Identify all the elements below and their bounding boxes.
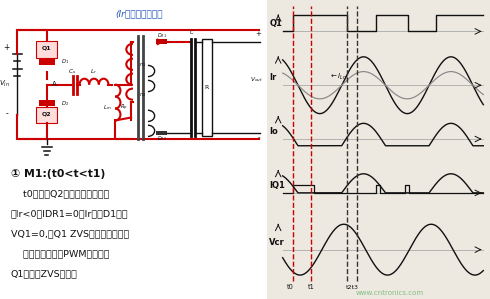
Bar — [202, 39, 212, 136]
Text: -: - — [5, 109, 8, 118]
Text: A: A — [52, 81, 57, 87]
Text: Ir: Ir — [270, 73, 276, 82]
Text: IQ1: IQ1 — [270, 181, 285, 190]
Text: t0时刻，Q2恰好关断，谐振电: t0时刻，Q2恰好关断，谐振电 — [11, 189, 109, 198]
Text: t2t3: t2t3 — [346, 285, 359, 289]
Text: Io: Io — [270, 127, 278, 136]
Bar — [156, 39, 167, 44]
Text: $D_{R2}$: $D_{R2}$ — [157, 134, 167, 143]
Text: Q1上使其ZVS开通。: Q1上使其ZVS开通。 — [11, 269, 77, 278]
Text: $D_1$: $D_1$ — [61, 57, 70, 66]
Bar — [39, 100, 55, 106]
Text: 在这个过程中，PWM信号加在: 在这个过程中，PWM信号加在 — [11, 249, 109, 258]
Text: $C_s$: $C_s$ — [68, 67, 76, 76]
Text: $D_2$: $D_2$ — [61, 99, 70, 108]
Bar — [156, 131, 167, 135]
Text: $V_{in}$: $V_{in}$ — [0, 79, 10, 89]
Text: $n_1$: $n_1$ — [139, 62, 147, 69]
Text: t0: t0 — [287, 283, 294, 289]
Text: $L_r$: $L_r$ — [91, 67, 98, 76]
Text: Vcr: Vcr — [270, 238, 285, 247]
Text: VQ1=0,为Q1 ZVS开通创造条件。: VQ1=0,为Q1 ZVS开通创造条件。 — [11, 229, 129, 238]
Bar — [39, 59, 55, 65]
Text: (Ir从左向右为正）: (Ir从左向右为正） — [115, 9, 163, 18]
Text: -: - — [257, 134, 260, 140]
Text: $\leftarrow I_{Lm}$: $\leftarrow I_{Lm}$ — [329, 72, 349, 82]
Text: $R_p$: $R_p$ — [120, 103, 128, 113]
Text: 流Ir<0，IDR1=0。Ir流经D1，使: 流Ir<0，IDR1=0。Ir流经D1，使 — [11, 209, 128, 218]
Text: $D_{R1}$: $D_{R1}$ — [157, 31, 167, 40]
Text: Q2: Q2 — [42, 111, 51, 116]
Text: ① M1:(t0<t<t1): ① M1:(t0<t<t1) — [11, 169, 105, 179]
Text: +: + — [3, 43, 10, 52]
Text: www.cntronics.com: www.cntronics.com — [356, 290, 424, 296]
Text: Q1: Q1 — [270, 19, 282, 28]
Text: $C$: $C$ — [189, 28, 195, 36]
Bar — [36, 107, 57, 123]
Text: t1: t1 — [308, 283, 315, 289]
Text: $L_m$: $L_m$ — [103, 103, 112, 112]
Text: $n_2$: $n_2$ — [139, 91, 147, 99]
Text: +: + — [256, 31, 262, 37]
Bar — [36, 41, 57, 58]
Text: R: R — [205, 85, 209, 90]
Text: Q1: Q1 — [42, 45, 51, 50]
Text: $V_{out}$: $V_{out}$ — [250, 75, 263, 84]
